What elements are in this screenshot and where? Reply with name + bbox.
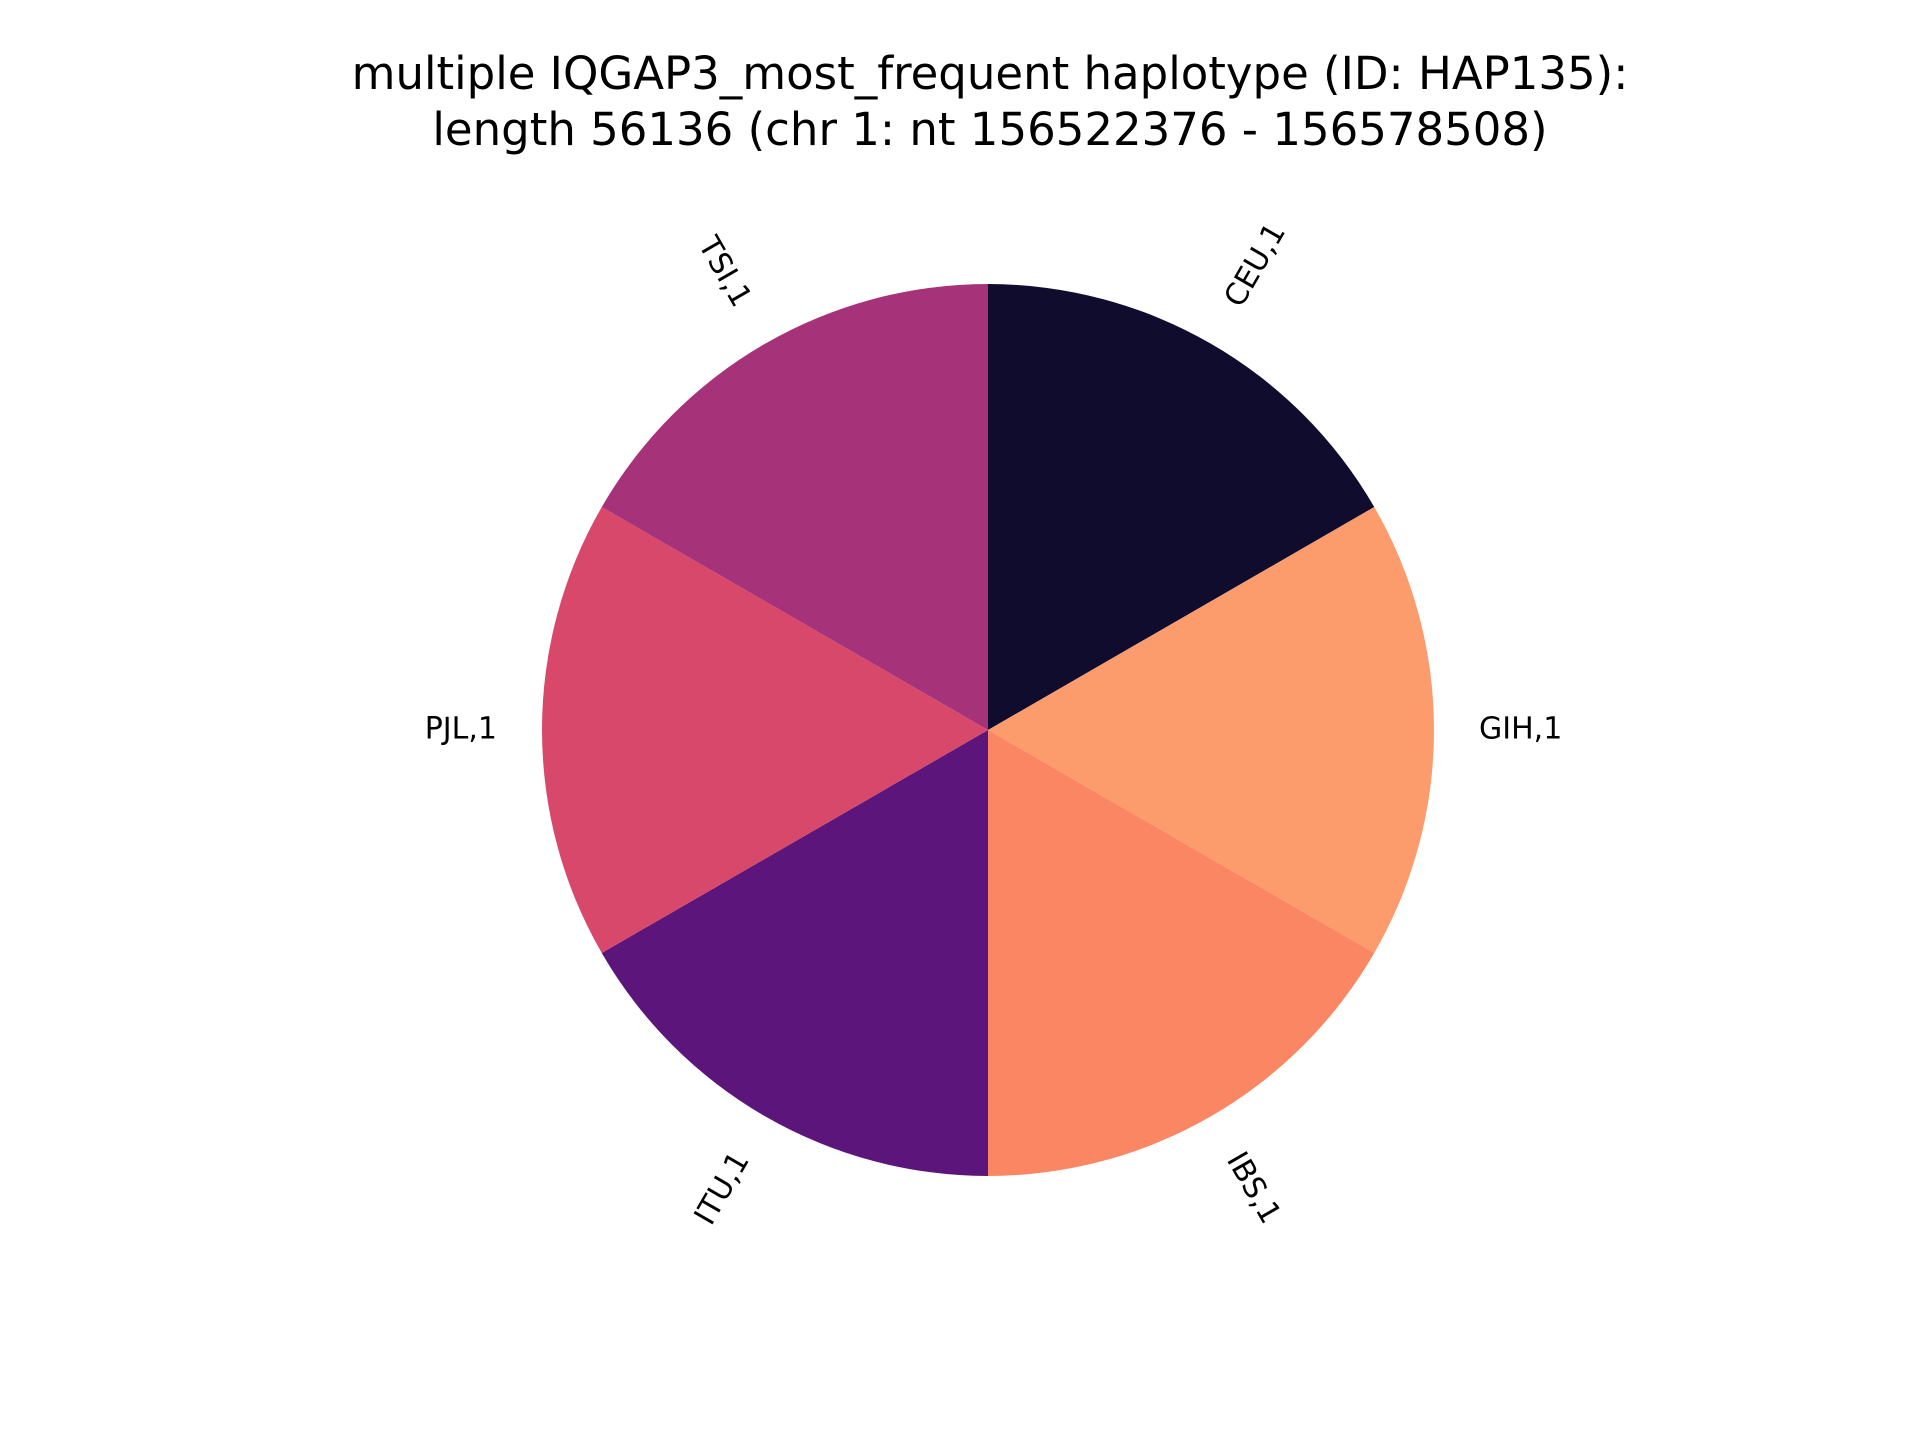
pie-label-ceu: CEU,1 [1217,217,1293,313]
pie-label-ibs: IBS,1 [1219,1146,1288,1230]
pie-slice-itu [601,730,988,1176]
pie-label-tsi: TSI,1 [690,230,758,313]
chart-title: multiple IQGAP3_most_frequent haplotype … [0,46,1920,158]
pie-label-pjl: PJL,1 [425,712,497,747]
chart-title-line-2: length 56136 (chr 1: nt 156522376 - 1565… [432,103,1548,156]
pie-label-itu: ITU,1 [688,1146,757,1231]
chart-title-line-1: multiple IQGAP3_most_frequent haplotype … [351,47,1629,100]
pie-slice-tsi [601,284,988,730]
pie-label-gih: GIH,1 [1479,712,1562,747]
pie-slice-pjl [541,507,988,953]
pie-slice-gih [988,507,1435,953]
pie-slice-ibs [988,730,1375,1176]
pie-slices [541,284,1435,1176]
pie-slice-ceu [988,284,1375,730]
